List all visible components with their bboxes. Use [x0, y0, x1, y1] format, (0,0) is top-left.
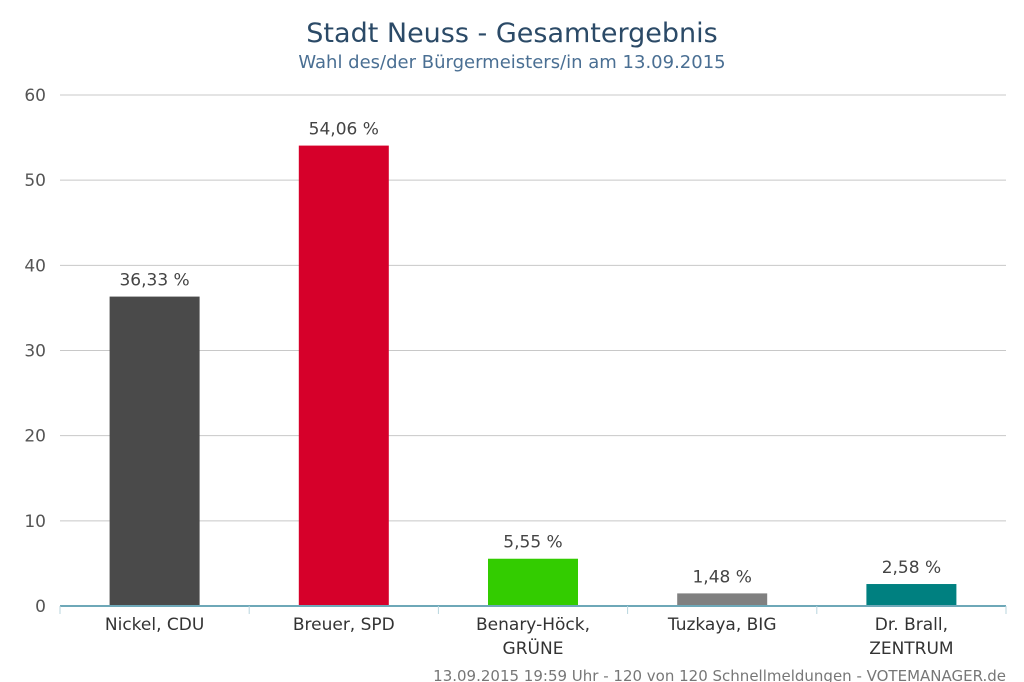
x-tick-label: Tuzkaya, BIG [667, 615, 777, 635]
data-label: 54,06 % [309, 120, 379, 140]
x-tick-label: ZENTRUM [869, 639, 953, 659]
y-tick-label: 20 [24, 427, 46, 447]
bar [866, 584, 957, 606]
y-tick-label: 60 [24, 86, 46, 106]
chart-credit: 13.09.2015 19:59 Uhr - 120 von 120 Schne… [433, 667, 1006, 682]
data-label: 36,33 % [119, 271, 189, 291]
y-tick-label: 50 [24, 171, 46, 191]
x-tick-label: Breuer, SPD [293, 615, 395, 635]
y-tick-label: 10 [24, 512, 46, 532]
bar [488, 558, 578, 606]
x-tick-label: Dr. Brall, [875, 615, 948, 635]
bars [109, 145, 957, 607]
y-tick-label: 40 [24, 256, 46, 276]
x-axis [59, 605, 1007, 614]
chart-title: Stadt Neuss - Gesamtergebnis [306, 18, 717, 49]
data-label: 5,55 % [503, 533, 562, 553]
gridlines [60, 94, 1006, 522]
y-tick-label: 30 [24, 342, 46, 362]
x-tick-label: Nickel, CDU [105, 615, 204, 635]
x-tick-label: Benary-Höck, [476, 615, 590, 635]
data-labels: 36,33 % 54,06 % 5,55 % 1,48 % 2,58 % [119, 120, 941, 588]
data-label: 1,48 % [692, 567, 751, 587]
bar [298, 145, 389, 607]
bar [109, 296, 200, 606]
y-tick-label: 0 [35, 597, 46, 617]
chart-subtitle: Wahl des/der Bürgermeisters/in am 13.09.… [298, 52, 725, 73]
bar [677, 593, 768, 606]
x-tick-label: GRÜNE [503, 637, 564, 659]
y-axis-ticks: 0 10 20 30 40 50 60 [24, 86, 46, 617]
data-label: 2,58 % [882, 558, 941, 578]
x-axis-ticks: Nickel, CDU Breuer, SPD Benary-Höck,GRÜNE T… [105, 615, 954, 659]
